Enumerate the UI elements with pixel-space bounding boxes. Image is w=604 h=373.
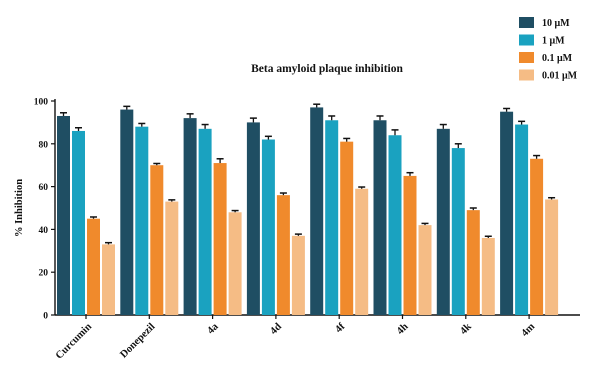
y-tick-label: 80 (39, 140, 49, 150)
legend-label: 1 μM (542, 36, 565, 47)
bar (276, 195, 290, 315)
y-tick-label: 40 (39, 226, 49, 236)
bar (213, 163, 227, 315)
x-tick-label: 4a (206, 321, 222, 337)
bar (198, 128, 212, 315)
legend-swatch (519, 69, 534, 81)
bar (87, 218, 100, 315)
bar (545, 199, 559, 315)
bar (466, 210, 480, 315)
bar (102, 244, 115, 315)
x-tick-label: Donepezil (118, 321, 157, 360)
bar (228, 212, 242, 315)
bar (500, 111, 514, 315)
bar (261, 139, 275, 315)
y-tick-label: 0 (43, 312, 48, 322)
bar (183, 118, 197, 316)
bar (150, 165, 164, 315)
legend-swatch (519, 52, 534, 63)
bar (388, 135, 402, 315)
y-tick-label: 20 (39, 269, 49, 279)
bar (355, 188, 369, 315)
bar (451, 148, 465, 315)
chart-title: Beta amyloid plaque inhibition (251, 63, 403, 75)
legend-label: 0.1 μM (542, 53, 573, 64)
bars-group (57, 107, 559, 316)
y-axis-label: % Inhibition (14, 179, 25, 237)
bar (165, 201, 179, 315)
bar (135, 126, 149, 316)
x-tick-label: 4h (395, 321, 411, 337)
error-bars-group (60, 103, 556, 245)
bar (310, 107, 324, 315)
bar (403, 175, 417, 315)
x-tick-label: 4m (520, 321, 538, 339)
legend: 10 μM 1 μM 0.1 μM 0.01 μM (519, 17, 578, 82)
legend-label: 10 μM (542, 18, 570, 29)
x-tick-label: 4f (333, 321, 347, 335)
bar (291, 235, 305, 315)
bar (481, 237, 495, 315)
legend-swatch (519, 17, 534, 28)
x-tick-label: Curcumin (54, 321, 94, 361)
legend-label: 0.01 μM (542, 71, 578, 82)
axes: 0 20 40 60 80 100 Curcumin Donepezil 4a 4d 4f 4h 4k 4… (34, 98, 580, 362)
bar (57, 115, 70, 315)
y-tick-label: 100 (34, 98, 49, 108)
bar (515, 124, 529, 315)
bar (373, 120, 387, 315)
x-tick-label: 4d (268, 321, 284, 337)
legend-swatch (519, 34, 534, 46)
bar (246, 122, 260, 316)
bar (340, 141, 354, 315)
bar (120, 109, 134, 315)
x-tick-label: 4k (458, 321, 474, 337)
bar (325, 120, 339, 315)
bar (530, 158, 544, 315)
y-tick-label: 60 (39, 183, 49, 193)
bar (436, 128, 450, 315)
bar (72, 130, 85, 315)
bar (418, 225, 432, 315)
